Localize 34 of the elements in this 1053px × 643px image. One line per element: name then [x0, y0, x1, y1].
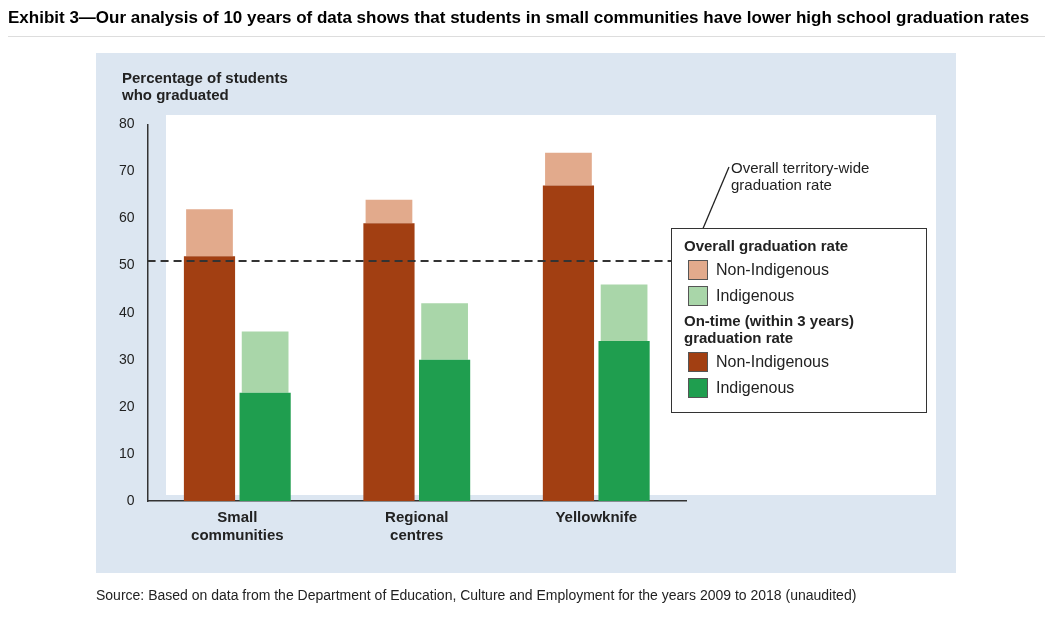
annotation: On-time (within 3 years) graduation rate — [684, 312, 856, 346]
source-note: Source: Based on data from the Department of Education, Culture and Employment for the years 2009 to 2018 (unaudited) — [96, 587, 858, 603]
legend-label: Non-Indigenous — [716, 261, 829, 279]
bar — [419, 359, 471, 501]
bar — [365, 199, 413, 224]
bar — [241, 331, 289, 393]
bar — [183, 256, 236, 501]
y-tick-label: 20 — [118, 397, 135, 414]
bar — [421, 303, 468, 360]
legend-label: Indigenous — [716, 287, 795, 305]
bar — [600, 284, 648, 341]
bar — [239, 392, 291, 501]
y-tick-label: 40 — [118, 303, 135, 320]
y-tick-label: 10 — [118, 444, 135, 461]
annotation: Overall graduation rate — [684, 237, 850, 254]
x-tick-label: Yellowknife — [555, 508, 638, 526]
bar — [363, 223, 415, 501]
x-tick-label: Regional centres — [385, 508, 449, 544]
bar — [186, 209, 233, 257]
y-axis-title: Percentage of students who graduated — [122, 69, 289, 103]
y-tick-label: 30 — [118, 350, 135, 367]
legend-label: Indigenous — [716, 379, 795, 397]
y-tick-label: 0 — [126, 491, 135, 508]
legend-label: Non-Indigenous — [716, 353, 829, 371]
y-tick-label: 80 — [118, 115, 135, 132]
y-tick-label: 50 — [118, 256, 135, 273]
chart-title: Exhibit 3—Our analysis of 10 years of data shows that students in small communities have lower high school graduation rates — [8, 8, 1045, 37]
bar — [542, 185, 595, 501]
ref-line-label: Overall territory-wide graduation rate — [731, 158, 870, 193]
bar — [545, 152, 592, 186]
x-tick-label: Small communities — [191, 508, 284, 544]
y-tick-label: 70 — [118, 162, 135, 179]
bar — [598, 340, 650, 501]
y-tick-label: 60 — [118, 209, 135, 226]
